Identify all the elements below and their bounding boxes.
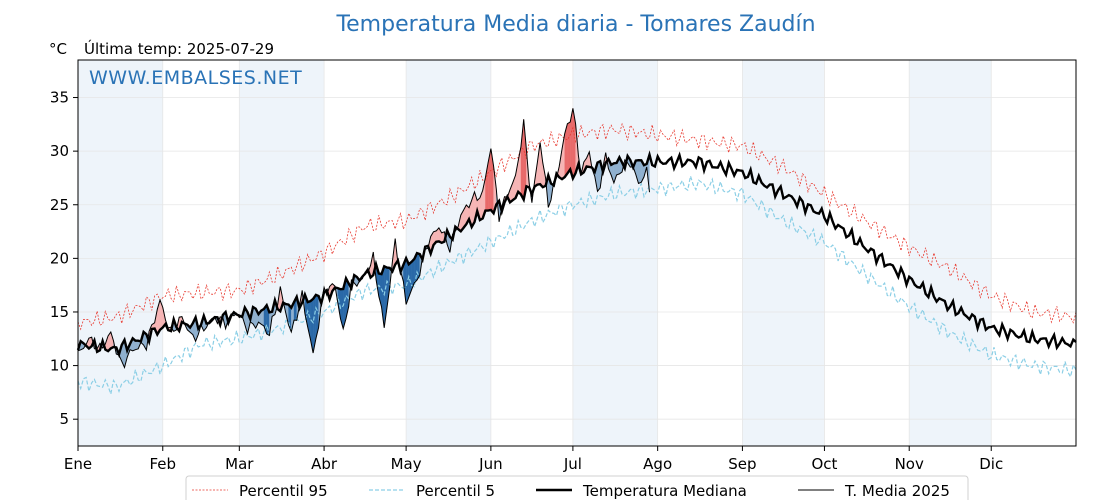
y-tick-label: 15 bbox=[50, 303, 69, 321]
x-tick-label: Oct bbox=[811, 455, 837, 473]
x-tick-label: Sep bbox=[728, 455, 756, 473]
anomaly-fill bbox=[567, 121, 571, 174]
y-tick-label: 35 bbox=[50, 89, 69, 107]
chart-title: Temperatura Media diaria - Tomares Zaudí… bbox=[335, 12, 815, 37]
unit-label: °C bbox=[49, 40, 67, 58]
x-tick-label: Abr bbox=[311, 455, 338, 473]
legend-label-p5: Percentil 5 bbox=[416, 482, 495, 500]
month-band bbox=[78, 60, 163, 446]
x-tick-label: Feb bbox=[149, 455, 176, 473]
series-t-media-2025 bbox=[77, 108, 650, 370]
x-tick-label: May bbox=[391, 455, 422, 473]
y-tick-label: 5 bbox=[59, 410, 69, 428]
anomaly-fill bbox=[638, 160, 642, 184]
legend-box bbox=[185, 475, 969, 500]
legend-label-year: T. Media 2025 bbox=[844, 482, 950, 500]
y-tick-label: 30 bbox=[50, 142, 69, 160]
y-tick-label: 25 bbox=[50, 196, 69, 214]
plot-frame bbox=[77, 59, 1077, 447]
month-band bbox=[909, 60, 992, 446]
legend-label-p95: Percentil 95 bbox=[239, 482, 328, 500]
month-band bbox=[239, 60, 325, 446]
anomaly-fill bbox=[135, 340, 139, 350]
month-band bbox=[572, 60, 658, 446]
x-tick-label: Jun bbox=[478, 455, 502, 473]
x-tick-label: Ene bbox=[64, 455, 92, 473]
watermark: WWW.EMBALSES.NET bbox=[89, 67, 302, 89]
x-tick-label: Dic bbox=[979, 455, 1003, 473]
y-axis: 5 10 15 20 25 30 35 bbox=[50, 89, 78, 428]
x-tick-label: Mar bbox=[225, 455, 254, 473]
series-temperatura-mediana bbox=[76, 150, 1077, 359]
plot-area bbox=[76, 59, 1077, 447]
x-tick-label: Jul bbox=[563, 455, 582, 473]
month-band bbox=[742, 60, 825, 446]
y-tick-label: 10 bbox=[50, 357, 69, 375]
legend: Percentil 95 Percentil 5 Temperatura Media… bbox=[185, 475, 969, 500]
legend-label-median: Temperatura Mediana bbox=[582, 482, 747, 500]
series-percentil-5 bbox=[77, 173, 1077, 397]
y-tick-label: 20 bbox=[50, 249, 69, 267]
last-temp-label: Última temp: 2025-07-29 bbox=[84, 39, 274, 58]
anomaly-fill bbox=[597, 160, 601, 192]
x-tick-label: Ago bbox=[643, 455, 672, 473]
x-tick-label: Nov bbox=[895, 455, 924, 473]
x-axis: Ene Feb Mar Abr May Jun Jul Ago Sep Oct Nov Dic bbox=[64, 446, 1003, 473]
